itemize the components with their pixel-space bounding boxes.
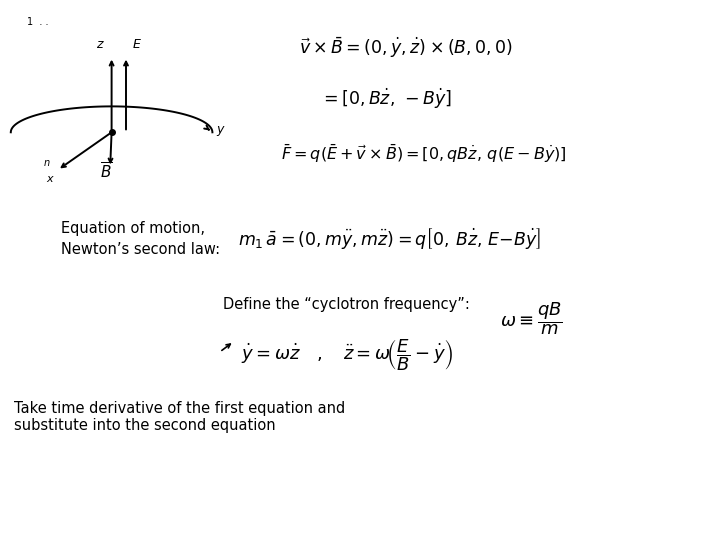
Text: $\dot{y}=\omega\dot{z}\quad,\quad\ddot{z}=\omega\!\left(\dfrac{E}{B}-\dot{y}\rig: $\dot{y}=\omega\dot{z}\quad,\quad\ddot{z… [241, 338, 454, 373]
Text: $\bar{F}=q(\bar{E}+\vec{v}\times\bar{B})=[0,qB\dot{z},\,q(E-B\dot{y})]$: $\bar{F}=q(\bar{E}+\vec{v}\times\bar{B})… [281, 143, 567, 165]
Text: $n$: $n$ [43, 158, 50, 168]
Text: 1  . .: 1 . . [27, 17, 49, 28]
Text: $\overline{B}$: $\overline{B}$ [100, 162, 113, 182]
Text: $z$: $z$ [96, 38, 105, 51]
Text: $\vec{v}\times\bar{B}=(0,\dot{y},\dot{z})\times(B,0,0)$: $\vec{v}\times\bar{B}=(0,\dot{y},\dot{z}… [299, 35, 513, 59]
Text: $=[0,B\dot{z},\,-B\dot{y}]$: $=[0,B\dot{z},\,-B\dot{y}]$ [320, 86, 452, 111]
Text: $\omega\equiv\dfrac{qB}{m}$: $\omega\equiv\dfrac{qB}{m}$ [500, 301, 563, 338]
Text: $x$: $x$ [46, 174, 55, 185]
Text: Define the “cyclotron frequency”:: Define the “cyclotron frequency”: [223, 297, 470, 312]
Text: $y$: $y$ [216, 124, 226, 138]
Text: $m_1\,\bar{a}=(0,m\ddot{y},m\ddot{z})=q\left[0,\,B\dot{z},\,E{-}B\dot{y}\right]$: $m_1\,\bar{a}=(0,m\ddot{y},m\ddot{z})=q\… [238, 226, 541, 251]
Text: $E$: $E$ [132, 38, 142, 51]
Text: Take time derivative of the first equation and
substitute into the second equati: Take time derivative of the first equati… [14, 401, 346, 433]
Text: Equation of motion,
Newton’s second law:: Equation of motion, Newton’s second law: [61, 221, 220, 258]
